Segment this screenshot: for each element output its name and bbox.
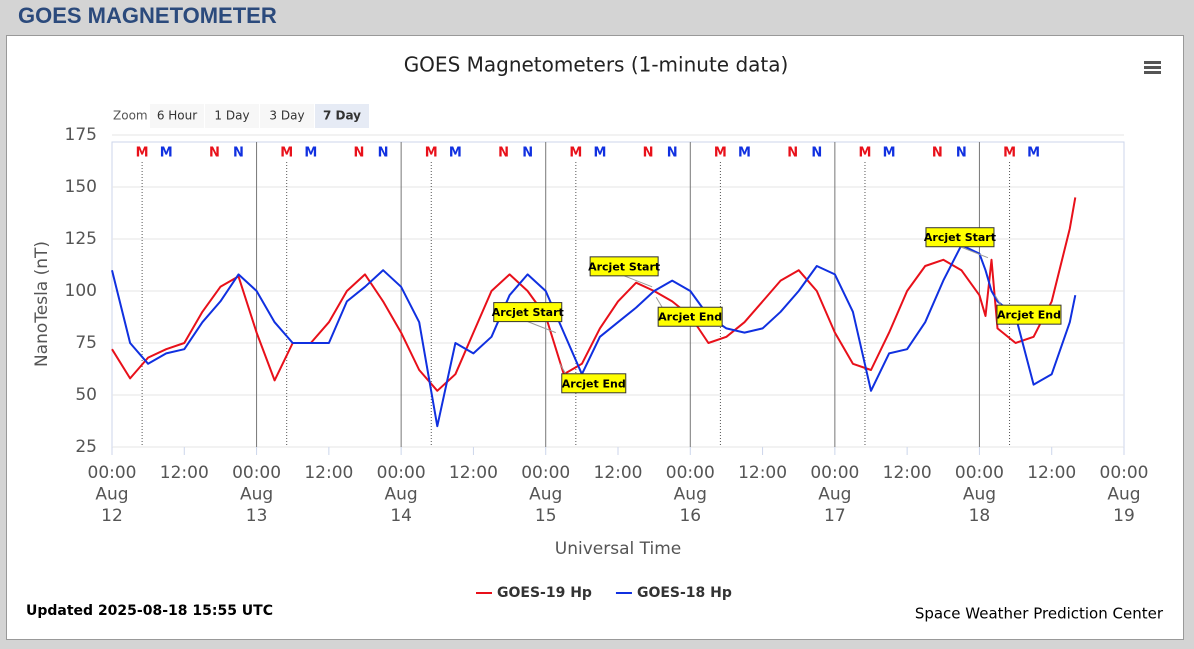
y-tick-label: 100 xyxy=(65,281,97,301)
marker-label: M xyxy=(593,146,606,161)
zoom-button[interactable] xyxy=(150,104,204,128)
menu-bar xyxy=(1144,66,1161,69)
x-tick-label: 00:00 Aug 15 xyxy=(521,463,570,526)
annotation-box xyxy=(657,306,723,327)
zoom-button-label: 7 Day xyxy=(323,109,361,123)
y-tick-label: 75 xyxy=(75,333,97,353)
marker-label: N xyxy=(209,146,220,161)
zoom-button-label: 1 Day xyxy=(214,109,249,123)
annotation-connector xyxy=(959,246,989,259)
x-tick-label: 12:00 xyxy=(594,463,643,483)
marker-label: M xyxy=(859,146,872,161)
x-tick-label: 12:00 xyxy=(449,463,498,483)
marker-label: N xyxy=(233,146,244,161)
marker-label: N xyxy=(956,146,967,161)
credit-text: Space Weather Prediction Center xyxy=(915,605,1164,623)
annotation-text: Arcjet Start xyxy=(492,306,564,319)
y-tick-label: 50 xyxy=(75,385,97,405)
annotation-box xyxy=(996,304,1062,325)
y-tick-label: 25 xyxy=(75,437,97,457)
marker-label: N xyxy=(932,146,943,161)
marker-label: M xyxy=(738,146,751,161)
annotation-box xyxy=(925,227,995,248)
annotation-text: Arcjet End xyxy=(658,311,722,324)
annotation-box xyxy=(589,256,659,277)
marker-label: M xyxy=(160,146,173,161)
marker-label: M xyxy=(1003,146,1016,161)
marker-label: M xyxy=(449,146,462,161)
x-tick-label: 00:00 Aug 17 xyxy=(810,463,859,526)
x-tick-label: 00:00 Aug 14 xyxy=(377,463,426,526)
x-tick-label: 12:00 xyxy=(160,463,209,483)
marker-label: M xyxy=(569,146,582,161)
annotation-text: Arcjet End xyxy=(562,377,626,390)
x-tick-label: 00:00 Aug 12 xyxy=(88,463,137,526)
y-axis-label: NanoTesla (nT) xyxy=(32,241,52,367)
chart-title: GOES Magnetometers (1-minute data) xyxy=(404,53,789,77)
legend-label[interactable]: GOES-18 Hp xyxy=(637,585,732,601)
marker-label: N xyxy=(667,146,678,161)
marker-label: M xyxy=(883,146,896,161)
page-title: GOES MAGNETOMETER xyxy=(18,3,277,28)
marker-label: M xyxy=(136,146,149,161)
series-line xyxy=(111,197,1077,392)
annotation-connector xyxy=(527,321,556,334)
zoom-button-label: 3 Day xyxy=(269,109,304,123)
menu-icon[interactable] xyxy=(1144,61,1161,74)
x-tick-label: 12:00 xyxy=(1027,463,1076,483)
annotation-box xyxy=(493,302,563,323)
marker-label: M xyxy=(280,146,293,161)
marker-label: M xyxy=(1027,146,1040,161)
marker-label: M xyxy=(714,146,727,161)
x-tick-label: 00:00 Aug 18 xyxy=(955,463,1004,526)
x-tick-label: 00:00 Aug 16 xyxy=(666,463,715,526)
annotation-connector xyxy=(994,294,1002,306)
marker-label: N xyxy=(354,146,365,161)
marker-label: N xyxy=(787,146,798,161)
x-tick-label: 12:00 xyxy=(883,463,932,483)
x-tick-label: 00:00 Aug 19 xyxy=(1100,463,1149,526)
x-axis-label: Universal Time xyxy=(555,539,681,559)
x-tick-label: 12:00 xyxy=(738,463,787,483)
y-tick-label: 150 xyxy=(65,177,97,197)
updated-text: Updated 2025-08-18 15:55 UTC xyxy=(26,603,273,619)
zoom-button[interactable] xyxy=(205,104,259,128)
zoom-button[interactable] xyxy=(260,104,314,128)
x-tick-label: 00:00 Aug 13 xyxy=(232,463,281,526)
annotation-text: Arcjet Start xyxy=(924,231,996,244)
marker-label: N xyxy=(811,146,822,161)
marker-label: N xyxy=(378,146,389,161)
annotation-text: Arcjet Start xyxy=(588,260,660,273)
y-tick-label: 125 xyxy=(65,229,97,249)
marker-label: N xyxy=(643,146,654,161)
annotation-connector xyxy=(623,275,653,288)
annotation-text: Arcjet End xyxy=(997,309,1061,322)
annotation-box xyxy=(561,373,627,394)
legend-label[interactable]: GOES-19 Hp xyxy=(497,585,592,601)
marker-label: M xyxy=(304,146,317,161)
annotation-connector xyxy=(559,363,567,375)
y-tick-label: 175 xyxy=(65,125,97,145)
marker-label: N xyxy=(498,146,509,161)
zoom-button[interactable] xyxy=(315,104,369,128)
marker-label: N xyxy=(522,146,533,161)
annotation-connector xyxy=(655,296,663,308)
marker-label: M xyxy=(425,146,438,161)
zoom-label: Zoom xyxy=(113,109,148,123)
menu-bar xyxy=(1144,61,1161,64)
series-line xyxy=(111,244,1077,428)
zoom-button-label: 6 Hour xyxy=(157,109,197,123)
menu-bar xyxy=(1144,71,1161,74)
x-tick-label: 12:00 xyxy=(304,463,353,483)
